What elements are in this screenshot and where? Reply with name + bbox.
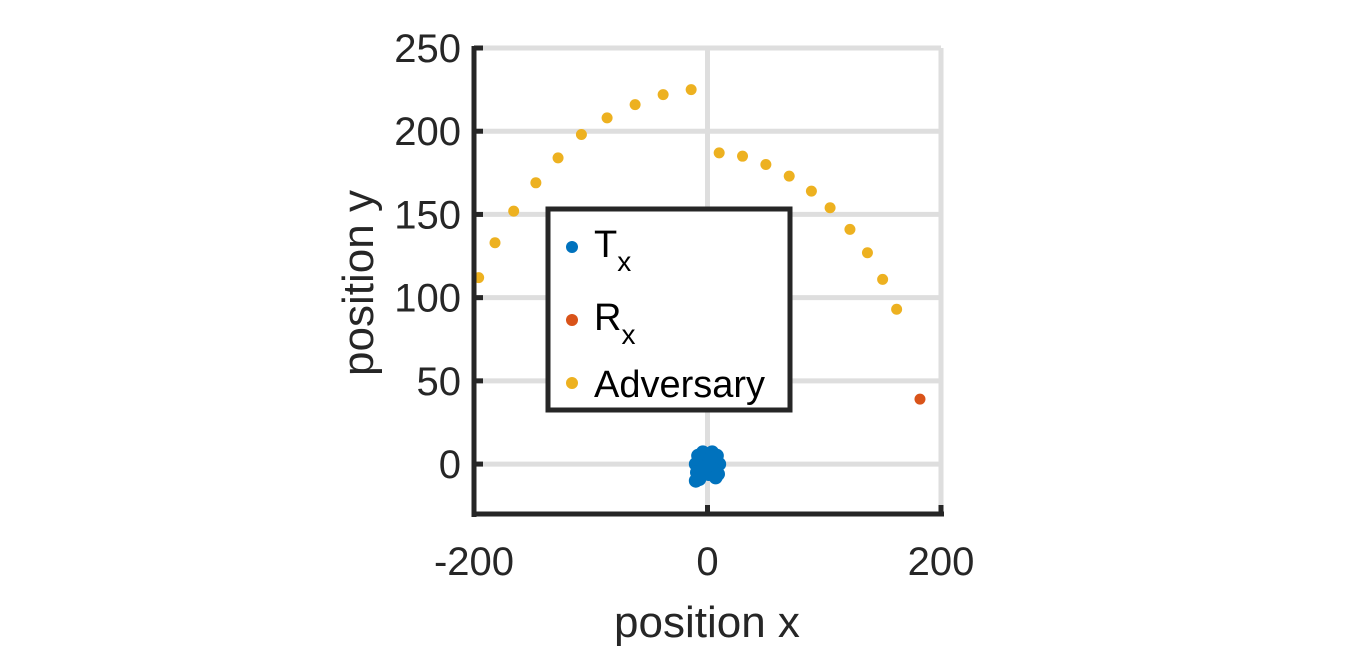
data-point [713, 147, 725, 159]
data-point [704, 450, 719, 465]
data-point [508, 205, 520, 217]
y-tick-label: 200 [394, 110, 461, 154]
legend-marker-rx [566, 314, 578, 326]
data-point [877, 273, 889, 285]
data-point [914, 393, 926, 405]
legend-label-rx-sub: x [621, 319, 635, 350]
data-point [530, 177, 542, 189]
data-point [783, 170, 795, 182]
data-point [708, 470, 723, 485]
data-points [473, 84, 926, 488]
axes [471, 45, 944, 517]
legend: Tx Rx Adversary [545, 206, 793, 413]
data-point [861, 247, 873, 259]
x-tick-label: 200 [908, 540, 975, 584]
data-point [552, 152, 564, 164]
data-point [657, 89, 669, 101]
data-point [824, 202, 836, 214]
y-tick-label: 0 [439, 443, 461, 487]
data-point [601, 112, 613, 124]
legend-label-tx: Tx [594, 224, 631, 277]
tick-labels: 0 50 100 150 200 250 -200 0 200 [394, 27, 974, 584]
y-axis-label: position y [334, 190, 383, 376]
data-point [685, 84, 697, 96]
x-axis-label: position x [614, 598, 800, 647]
data-point [844, 223, 856, 235]
legend-marker-adversary [566, 377, 578, 389]
data-point [737, 150, 749, 162]
y-tick-label: 250 [394, 27, 461, 71]
y-tick-label: 100 [394, 277, 461, 321]
legend-marker-tx [566, 241, 578, 253]
legend-box [545, 206, 793, 413]
y-tick-label: 50 [417, 360, 462, 404]
x-tick-label: 0 [696, 540, 718, 584]
legend-label-tx-sub: x [617, 246, 631, 277]
series-tx [688, 445, 727, 488]
data-point [760, 159, 772, 170]
series-rx [914, 393, 926, 405]
legend-label-adversary: Adversary [594, 364, 765, 406]
data-point [692, 472, 707, 487]
data-point [629, 99, 641, 111]
y-tick-label: 150 [394, 193, 461, 237]
legend-label-tx-main: T [594, 224, 617, 266]
data-point [891, 303, 903, 315]
legend-label-rx: Rx [594, 297, 635, 350]
data-point [696, 460, 711, 475]
data-point [805, 185, 817, 197]
x-tick-label: -200 [434, 540, 514, 584]
data-point [489, 237, 501, 249]
legend-label-rx-main: R [594, 297, 621, 339]
data-point [575, 129, 587, 141]
